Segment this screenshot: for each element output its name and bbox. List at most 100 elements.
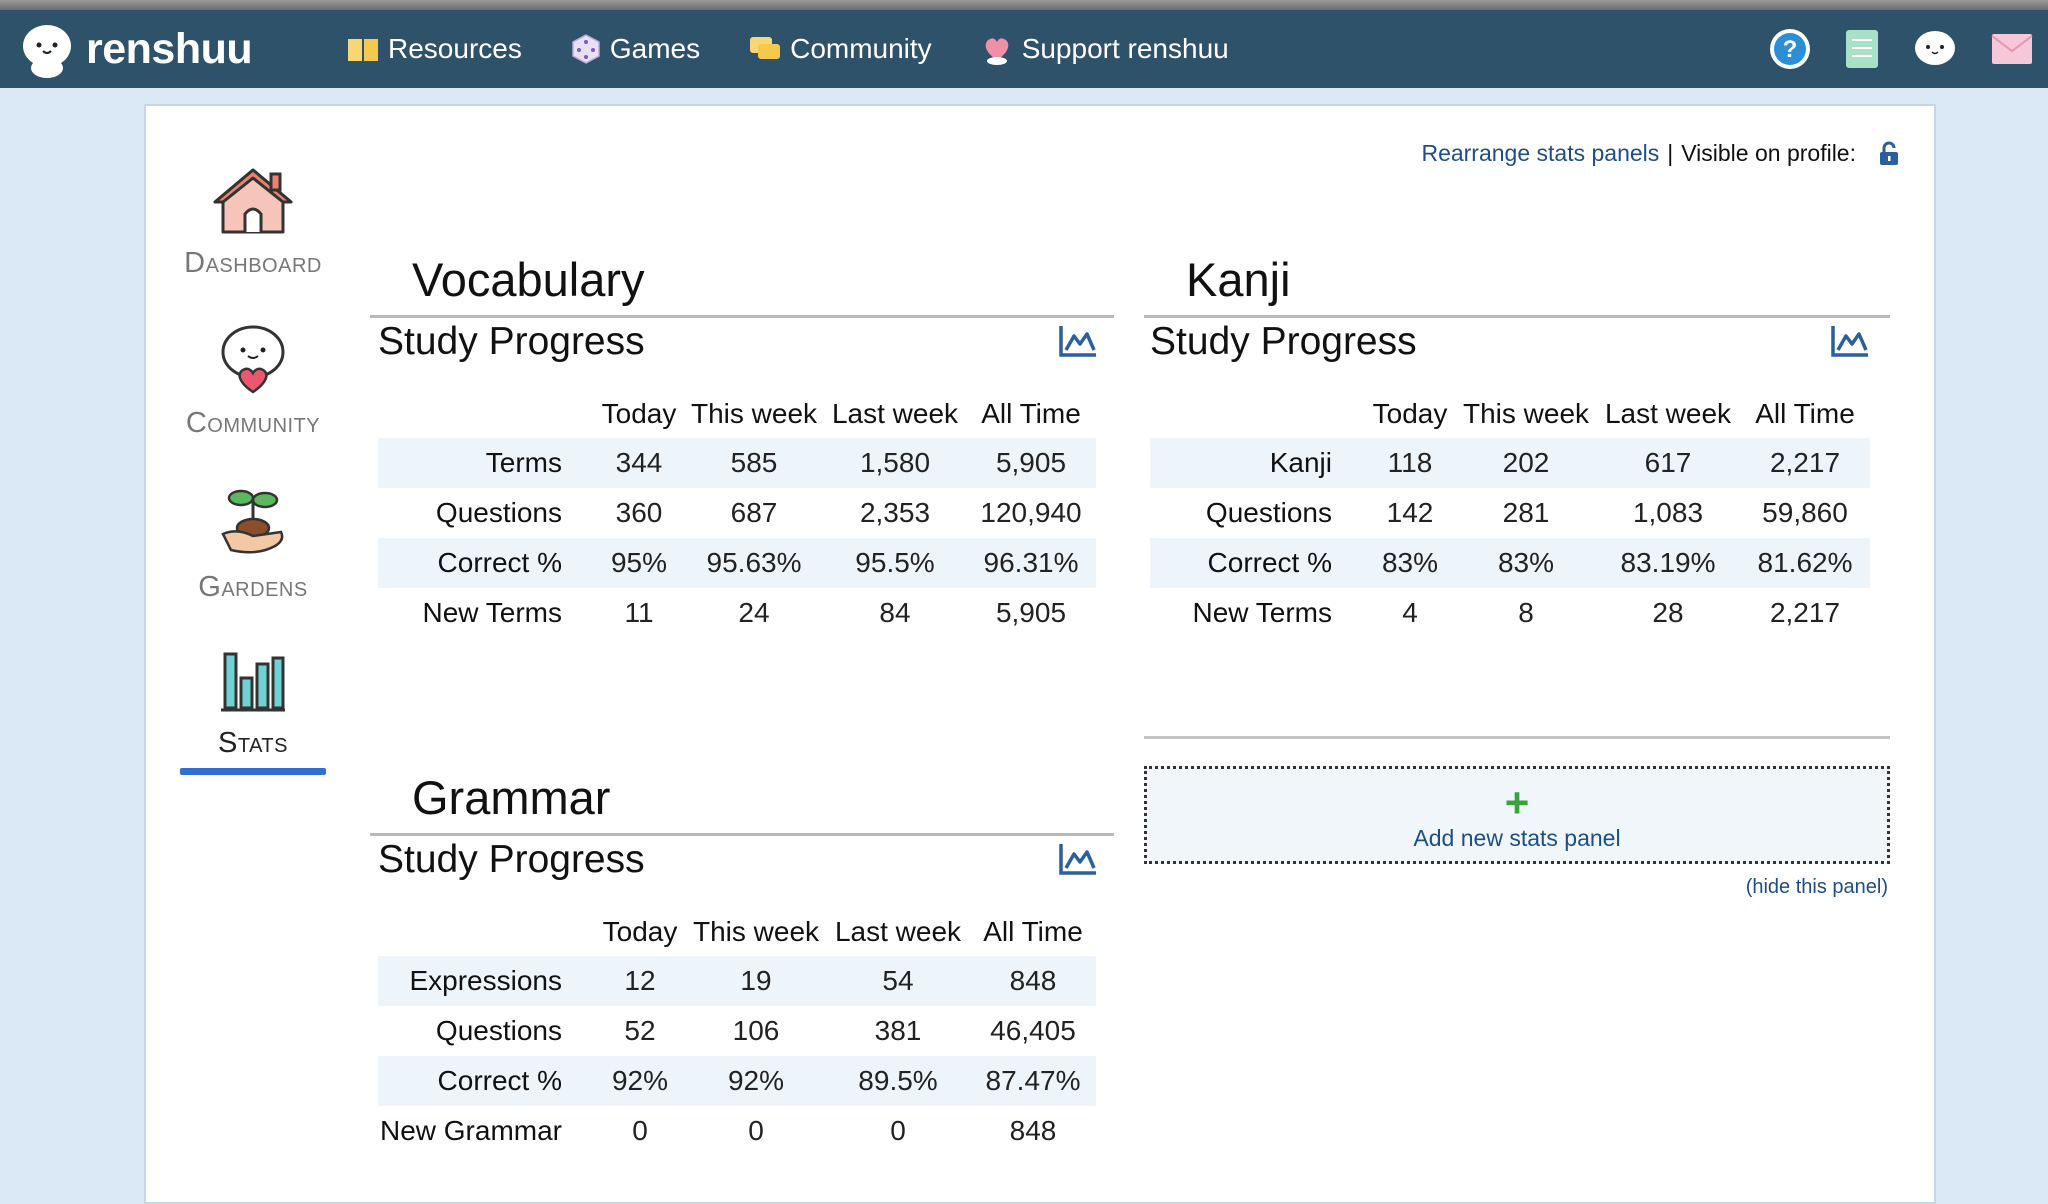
table-cell: 0: [632, 1115, 648, 1146]
vocabulary-stats-table: Today This week Last week All Time Terms…: [378, 390, 1096, 638]
row-label: New Grammar: [379, 1115, 562, 1146]
house-icon: [213, 168, 293, 234]
col-header: Today: [601, 398, 677, 429]
col-header: This week: [1462, 398, 1590, 429]
nav-resources-label: Resources: [388, 33, 522, 64]
sidebar-gardens-label: Gardens: [198, 571, 308, 603]
vocabulary-study-progress-title: Study Progress: [378, 320, 645, 363]
brand-name: renshuu: [86, 24, 253, 73]
grammar-chart-icon[interactable]: [1058, 842, 1098, 876]
col-header: Today: [602, 916, 678, 947]
grammar-stats-table: Today This week Last week All Time Expre…: [378, 908, 1096, 1156]
row-label: Correct %: [378, 1056, 594, 1106]
grammar-section-title: Grammar: [370, 760, 1114, 836]
sidebar-stats-label: Stats: [218, 727, 288, 759]
hide-panel-link[interactable]: (hide this panel): [1745, 876, 1888, 898]
table-cell: 12: [594, 956, 686, 1006]
table-cell: 19: [686, 956, 826, 1006]
table-cell: 360: [615, 497, 663, 528]
table-cell: 89.5%: [826, 1056, 970, 1106]
sidebar: Dashboard Community Gardens: [178, 166, 328, 819]
table-cell: 52: [624, 1015, 656, 1046]
sidebar-item-stats[interactable]: Stats: [178, 648, 328, 775]
table-cell: 106: [732, 1015, 780, 1046]
table-cell: 848: [1009, 1115, 1057, 1146]
notebook-button[interactable]: [1844, 28, 1880, 70]
chat-icon: [750, 37, 781, 59]
add-stats-panel-button[interactable]: + Add new stats panel: [1144, 766, 1890, 864]
table-row: Terms 344 585 1,580 5,905: [378, 438, 1096, 488]
nav-support-label: Support renshuu: [1021, 33, 1229, 64]
col-header: This week: [690, 398, 818, 429]
col-header: Last week: [831, 398, 959, 429]
table-cell: 381: [874, 1015, 922, 1046]
kanji-study-progress-title: Study Progress: [1150, 320, 1417, 363]
brand-logo[interactable]: renshuu: [18, 20, 253, 78]
visibility-toggle[interactable]: [1878, 141, 1900, 167]
sprout-icon: [221, 489, 284, 554]
table-cell: 5,905: [966, 438, 1096, 488]
bar-chart-icon: [221, 652, 285, 712]
row-label: Correct %: [1150, 538, 1364, 588]
vocabulary-chart-icon[interactable]: [1058, 324, 1098, 358]
table-cell: 2,217: [1740, 438, 1870, 488]
sidebar-item-gardens[interactable]: Gardens: [178, 484, 328, 604]
sidebar-item-dashboard[interactable]: Dashboard: [178, 166, 328, 280]
row-label: New Terms: [422, 597, 562, 628]
table-row: Questions 360 687 2,353 120,940: [378, 488, 1096, 538]
table-cell: 83%: [1456, 538, 1596, 588]
table-cell: 87.47%: [970, 1056, 1096, 1106]
sidebar-dashboard-label: Dashboard: [184, 247, 322, 279]
table-cell: 142: [1386, 497, 1434, 528]
kanji-section-title: Kanji: [1144, 242, 1890, 318]
nav-resources[interactable]: Resources: [346, 33, 522, 65]
help-button[interactable]: ?: [1768, 27, 1812, 71]
table-row: Correct % 95% 95.63% 95.5% 96.31%: [378, 538, 1096, 588]
table-cell: 202: [1456, 438, 1596, 488]
col-header: All Time: [981, 398, 1081, 429]
dice-icon: [572, 34, 600, 64]
toplinks-separator: |: [1667, 140, 1674, 166]
table-cell: 96.31%: [966, 538, 1096, 588]
table-cell: 95%: [594, 538, 684, 588]
table-row: Questions 52 106 381 46,405: [378, 1006, 1096, 1056]
table-row: New Terms 4 8 28 2,217: [1150, 588, 1870, 638]
stats-toplinks: Rearrange stats panels | Visible on prof…: [1421, 140, 1900, 167]
nav-games-label: Games: [609, 33, 701, 64]
nav-community-label: Community: [790, 33, 932, 64]
row-label: Correct %: [378, 538, 594, 588]
table-cell: 344: [594, 438, 684, 488]
table-cell: 95.5%: [824, 538, 966, 588]
svg-text:?: ?: [1783, 36, 1798, 63]
profile-button[interactable]: [1912, 28, 1958, 70]
table-cell: 0: [890, 1115, 906, 1146]
rearrange-link[interactable]: Rearrange stats panels: [1421, 140, 1660, 166]
active-indicator: [180, 768, 326, 775]
sidebar-item-community[interactable]: Community: [178, 324, 328, 440]
table-row: Kanji 118 202 617 2,217: [1150, 438, 1870, 488]
col-header: Last week: [1604, 398, 1732, 429]
table-cell: 8: [1518, 597, 1534, 628]
table-cell: 24: [738, 597, 770, 628]
nav-community[interactable]: Community: [748, 33, 932, 65]
table-row: Correct % 92% 92% 89.5% 87.47%: [378, 1056, 1096, 1106]
row-label: Expressions: [378, 956, 594, 1006]
table-row: Expressions 12 19 54 848: [378, 956, 1096, 1006]
table-cell: 1,580: [824, 438, 966, 488]
table-cell: 54: [826, 956, 970, 1006]
nav-support[interactable]: Support renshuu: [980, 32, 1229, 66]
mascot-heart-icon: [221, 325, 285, 394]
col-header: Today: [1372, 398, 1448, 429]
col-header: All Time: [1755, 398, 1855, 429]
table-row: Questions 142 281 1,083 59,860: [1150, 488, 1870, 538]
kanji-chart-icon[interactable]: [1830, 324, 1870, 358]
mail-button[interactable]: [1990, 32, 2034, 66]
row-label: New Terms: [1192, 597, 1332, 628]
table-row: New Terms 11 24 84 5,905: [378, 588, 1096, 638]
table-row: New Grammar 0 0 0 848: [378, 1106, 1096, 1156]
nav-games[interactable]: Games: [570, 33, 700, 65]
table-cell: 95.63%: [684, 538, 824, 588]
visible-on-profile-label: Visible on profile:: [1681, 140, 1856, 166]
table-cell: 585: [684, 438, 824, 488]
table-cell: 28: [1652, 597, 1684, 628]
